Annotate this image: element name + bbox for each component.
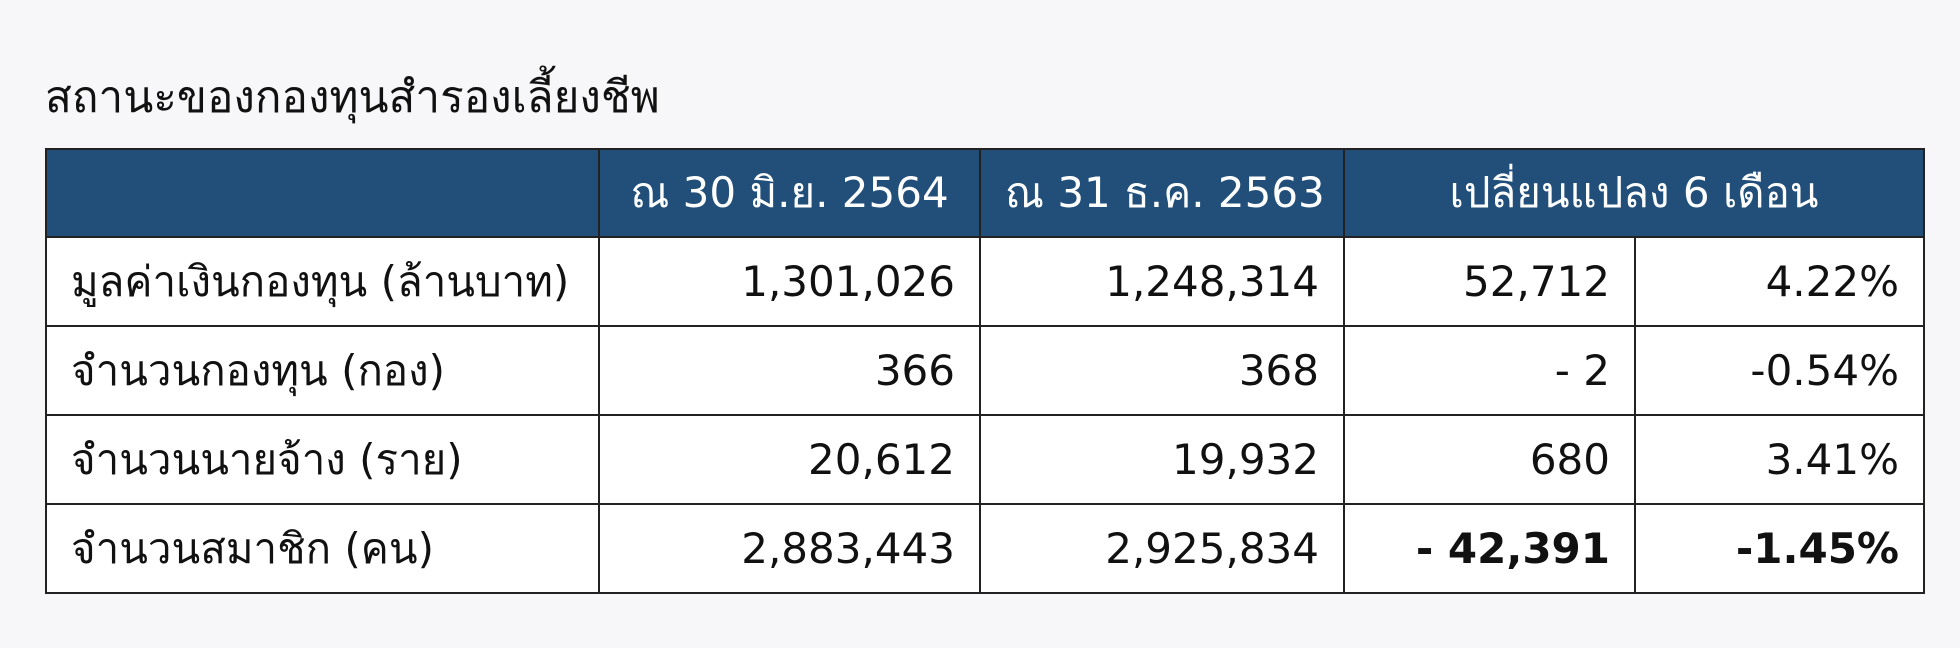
header-row: ณ 30 มิ.ย. 2564 ณ 31 ธ.ค. 2563 เปลี่ยนแป…: [45, 148, 1926, 238]
data-table: ณ 30 มิ.ย. 2564 ณ 31 ธ.ค. 2563 เปลี่ยนแป…: [45, 148, 1926, 594]
table-row: จำนวนกองทุน (กอง) 366 368- 2 -0.54%: [45, 325, 1926, 416]
cell: 52,712: [1343, 236, 1636, 327]
row-label: จำนวนสมาชิก (คน): [45, 503, 600, 594]
cell: 19,932: [979, 414, 1345, 505]
table-row: จำนวนสมาชิก (คน) 2,883,443 2,925,834- 42,3…: [45, 503, 1926, 594]
table-row: จำนวนนายจ้าง (ราย) 20,612 19,932 680 3.41%: [45, 414, 1926, 505]
cell: 368: [979, 325, 1345, 416]
row-label: จำนวนนายจ้าง (ราย): [45, 414, 600, 505]
cell: 4.22%: [1633, 236, 1926, 327]
header-cell: เปลี่ยนแปลง 6 เดือน: [1342, 148, 1926, 238]
table-row: มูลค่าเงินกองทุน (ล้านบาท) 1,301,026 1,248…: [45, 236, 1926, 327]
table-body: มูลค่าเงินกองทุน (ล้านบาท) 1,301,026 1,248…: [45, 236, 1926, 594]
cell: 680: [1343, 414, 1636, 505]
cell: -1.45%: [1633, 503, 1926, 594]
cell: 2,883,443: [598, 503, 981, 594]
cell: 366: [598, 325, 981, 416]
row-label: จำนวนกองทุน (กอง): [45, 325, 600, 416]
cell: -0.54%: [1633, 325, 1926, 416]
cell: 1,301,026: [598, 236, 981, 327]
header-cell: ณ 30 มิ.ย. 2564: [598, 148, 981, 238]
cell: - 42,391: [1343, 503, 1636, 594]
row-label: มูลค่าเงินกองทุน (ล้านบาท): [45, 236, 600, 327]
cell: 20,612: [598, 414, 981, 505]
cell: 1,248,314: [979, 236, 1345, 327]
header-cell: ณ 31 ธ.ค. 2563: [979, 148, 1345, 238]
cell: 2,925,834: [979, 503, 1345, 594]
title: สถานะของกองทุนสำรองเลี้ยงชีพ: [45, 72, 660, 123]
cell: - 2: [1343, 325, 1636, 416]
cell: 3.41%: [1633, 414, 1926, 505]
header-cell: [45, 148, 600, 238]
